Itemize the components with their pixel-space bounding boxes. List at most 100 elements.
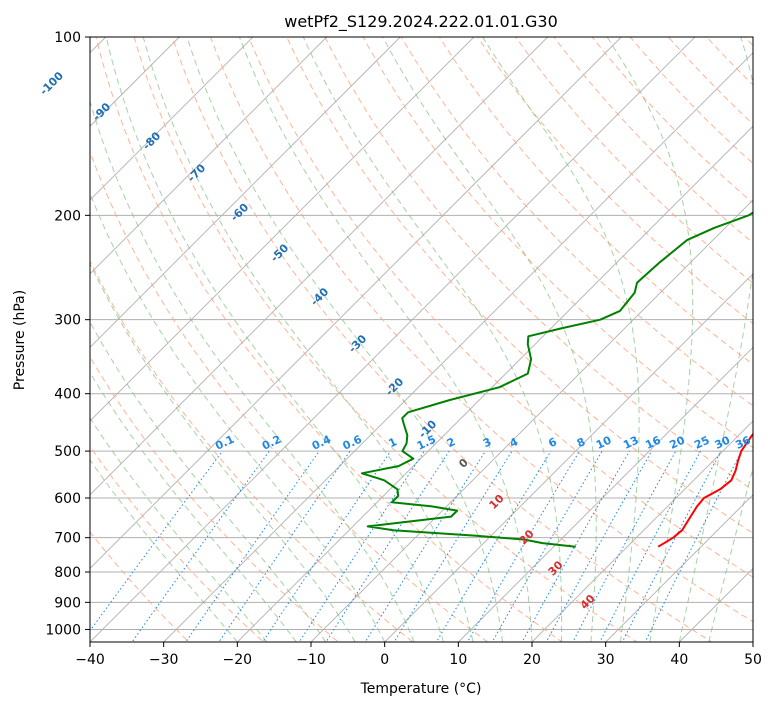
mixing-ratio-label: 0.4 <box>310 433 333 453</box>
y-tick-label: 1000 <box>45 622 81 638</box>
dewpoint-profile-line <box>360 211 753 548</box>
mixing-ratio-label: 10 <box>594 433 614 451</box>
y-tick-label: 600 <box>54 491 81 507</box>
y-tick-label: 900 <box>54 595 81 611</box>
moist-adiabat-line <box>90 459 238 642</box>
moist-adiabat-line <box>90 99 415 642</box>
y-tick-label: 100 <box>54 30 81 46</box>
mixing-ratio-label: 2 <box>445 435 457 450</box>
dry-adiabat-label: 40 <box>578 592 598 612</box>
isotherm-line <box>90 37 401 348</box>
mixing-ratio-label: 1 <box>387 435 399 450</box>
isotherm-line <box>90 37 328 275</box>
mixing-ratio-line <box>491 450 603 642</box>
dry-adiabat-line <box>324 37 753 491</box>
x-tick-label: 40 <box>670 652 688 668</box>
moist-adiabat-line <box>708 466 753 642</box>
dry-adiabat-line <box>90 531 190 642</box>
mixing-ratio-line <box>393 450 513 642</box>
dry-adiabat-label: -50 <box>268 241 291 264</box>
isotherm-line <box>384 273 753 642</box>
dry-adiabat-label: -40 <box>308 285 331 308</box>
dry-adiabat-line <box>591 37 753 204</box>
x-tick-label: 0 <box>380 652 389 668</box>
isotherm-line <box>678 567 753 642</box>
moist-adiabat-line <box>105 37 445 642</box>
x-axis-title: Temperature (°C) <box>360 681 482 697</box>
moist-adiabat-line <box>482 37 640 642</box>
dry-adiabat-line <box>286 37 753 534</box>
mixing-ratio-label: 13 <box>621 434 640 452</box>
mixing-ratio-label: 6 <box>546 435 559 450</box>
dry-adiabat-line <box>400 37 753 407</box>
y-tick-label: 800 <box>54 565 81 581</box>
mixing-ratio-label: 3 <box>481 435 493 450</box>
dry-adiabat-label: -20 <box>383 375 406 398</box>
mixing-ratio-line <box>435 450 552 642</box>
isotherm-line <box>90 37 549 496</box>
moist-adiabat-line <box>90 192 386 642</box>
isotherm-line <box>163 52 753 642</box>
moist-adiabat-line <box>90 417 268 642</box>
series-lines <box>360 211 753 548</box>
dry-adiabat-line <box>171 37 713 642</box>
mixing-ratio-line <box>131 450 270 642</box>
x-tick-label: 50 <box>744 652 762 668</box>
dry-adiabat-label: -100 <box>37 69 66 98</box>
mixing-ratio-label: 0.6 <box>341 433 364 453</box>
mixing-ratio-line <box>572 450 677 642</box>
dry-adiabat-line <box>515 37 753 284</box>
mixing-ratio-label: 36 <box>733 433 753 451</box>
dry-adiabat-label: -80 <box>140 129 163 152</box>
dry-adiabat-line <box>248 37 753 578</box>
moist-adiabat-line <box>186 37 503 642</box>
mixing-ratio-line <box>364 450 486 642</box>
moist-adiabat-line <box>382 37 597 642</box>
isotherm-line <box>90 37 254 201</box>
mixing-ratio-line <box>325 450 450 642</box>
y-tick-label: 700 <box>54 531 81 547</box>
isotherm-line <box>90 37 696 642</box>
dry-adiabat-label: 10 <box>487 492 507 512</box>
x-axis: −40 −30 −20 −10 0 10 20 30 40 50 <box>75 642 762 668</box>
dry-adiabat-line <box>756 10 775 654</box>
chart-title: wetPf2_S129.2024.222.01.01.G30 <box>284 12 558 32</box>
moist-adiabat-line <box>302 37 563 642</box>
dry-adiabat-line <box>90 356 340 642</box>
isotherm-line <box>752 641 753 642</box>
dry-adiabat-label: 30 <box>546 558 566 578</box>
mixing-ratio-line <box>466 450 580 642</box>
plot-frame <box>89 36 754 643</box>
dry-adiabat-label: -30 <box>346 332 369 355</box>
dry-adiabat-line <box>209 37 753 623</box>
x-tick-label: −20 <box>223 652 253 668</box>
x-tick-label: 20 <box>523 652 541 668</box>
mixing-ratio-line <box>218 450 351 642</box>
moist-adiabat-line <box>90 262 356 642</box>
moist-adiabat-line <box>90 320 327 642</box>
mixing-ratio-line <box>644 450 743 642</box>
mixing-ratio-label: 16 <box>643 433 663 451</box>
moist-adiabat-line <box>142 37 474 642</box>
dry-adiabat-line <box>95 37 564 642</box>
dry-adiabat-line <box>90 445 265 642</box>
mixing-ratio-line <box>621 450 722 642</box>
temperature-profile-line <box>657 432 753 548</box>
dry-adiabat-label: -70 <box>185 161 208 184</box>
mixing-ratio-label: 0.1 <box>213 433 236 453</box>
mixing-ratio-line <box>298 450 425 642</box>
y-tick-label: 200 <box>54 208 81 224</box>
mixing-ratio-line <box>262 450 392 642</box>
moist-adiabat-line <box>678 37 753 642</box>
isotherm-line <box>457 346 753 642</box>
mixing-ratio-line <box>545 450 653 642</box>
x-tick-label: 30 <box>597 652 615 668</box>
mixing-ratio-line <box>599 450 701 642</box>
isotherm-line <box>90 37 622 570</box>
mixing-ratio-label: 25 <box>692 434 711 452</box>
y-tick-label: 300 <box>54 313 81 329</box>
dry-adiabat-label: -90 <box>90 100 113 123</box>
dry-adiabat-line <box>438 37 753 366</box>
mixing-ratio-label: 0.2 <box>260 433 283 453</box>
